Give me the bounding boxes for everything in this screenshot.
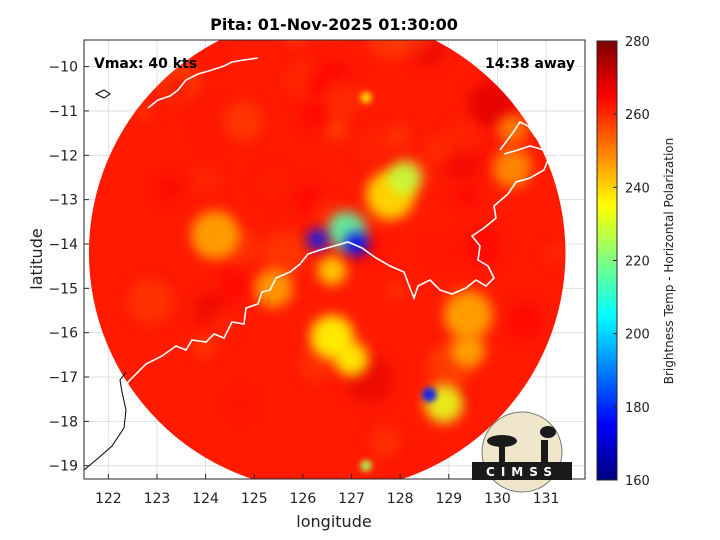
swath-texture	[505, 300, 545, 340]
convection-feature	[388, 160, 423, 195]
convection-feature	[360, 459, 372, 472]
x-tick-label: 122	[95, 491, 122, 507]
cape-coast	[499, 120, 580, 155]
y-tick-label: −11	[48, 104, 78, 120]
convection-feature	[306, 228, 329, 251]
x-tick-label: 128	[387, 491, 414, 507]
swath-texture	[544, 241, 566, 265]
swath-texture	[397, 451, 435, 479]
vmax-annotation: Vmax: 40 kts	[94, 56, 197, 72]
x-tick-label: 130	[484, 491, 511, 507]
convection-feature	[492, 149, 532, 189]
swath-texture	[323, 116, 348, 141]
x-tick-label: 129	[435, 491, 462, 507]
y-tick-label: −13	[48, 193, 78, 209]
chart-title: Pita: 01-Nov-2025 01:30:00	[210, 15, 458, 34]
swath-texture	[444, 118, 481, 155]
colorbar-tick-label: 220	[625, 255, 650, 270]
convection-feature	[310, 315, 354, 359]
swath-texture	[387, 40, 434, 56]
time-away-annotation: 14:38 away	[485, 56, 575, 72]
x-tick-label: 127	[338, 491, 365, 507]
swath-texture	[261, 230, 307, 277]
colorbar-ticks: 280 260 240 220 200 180 160	[613, 35, 650, 489]
x-axis-ticks: 122 123 124 125 126 127 128 129 130 131	[95, 474, 560, 507]
swath-texture	[387, 282, 405, 299]
y-tick-label: −17	[48, 370, 78, 386]
axes-frame	[83, 39, 586, 480]
swath-texture	[428, 239, 450, 261]
y-tick-label: −12	[48, 148, 78, 164]
logo-text: CIMSS	[486, 465, 558, 479]
swath-texture	[454, 185, 479, 210]
swath-texture	[156, 175, 184, 203]
x-axis-label: longitude	[296, 512, 371, 531]
colorbar-tick-label: 240	[625, 181, 650, 196]
island-coast	[147, 57, 259, 109]
plot-area	[84, 40, 585, 479]
swath-texture	[207, 308, 237, 339]
convection-feature	[422, 387, 437, 403]
colorbar-tick-label: 280	[625, 35, 650, 50]
colorbar-gradient	[597, 41, 617, 480]
colorbar-tick-label: 260	[625, 108, 650, 123]
swath-texture	[127, 278, 174, 325]
y-tick-label: −19	[48, 459, 78, 475]
swath-texture	[194, 105, 233, 144]
convection-feature	[191, 210, 240, 260]
y-tick-label: −14	[48, 237, 78, 253]
microwave-swath	[88, 40, 566, 479]
x-tick-label: 124	[192, 491, 219, 507]
swath-texture	[385, 122, 412, 149]
x-tick-label: 125	[241, 491, 268, 507]
convection-feature	[360, 91, 372, 104]
y-tick-label: −18	[48, 414, 78, 430]
swath-texture	[423, 136, 453, 166]
coastline	[84, 57, 580, 471]
convection-feature	[451, 333, 486, 368]
convection-feature	[254, 268, 294, 308]
cimss-logo: CIMSS	[472, 411, 572, 493]
y-axis-label: latitude	[27, 228, 46, 289]
swath-texture	[219, 268, 252, 302]
swath-texture	[321, 79, 362, 119]
x-tick-label: 131	[533, 491, 560, 507]
swath-texture	[192, 333, 217, 358]
convection-feature	[443, 290, 493, 340]
y-axis-ticks: −10 −11 −12 −13 −14 −15 −16 −17 −18 −19	[48, 60, 89, 475]
convection-feature	[317, 255, 347, 286]
convection-feature	[344, 231, 369, 257]
swath-texture	[229, 392, 253, 416]
x-tick-label: 123	[144, 491, 171, 507]
swath-texture	[355, 126, 395, 166]
swath-texture	[461, 226, 503, 268]
swath-texture	[369, 424, 401, 456]
colorbar-tick-label: 180	[625, 401, 650, 416]
y-tick-label: −10	[48, 60, 78, 76]
swath-texture	[222, 100, 264, 142]
colorbar-tick-label: 160	[625, 474, 650, 489]
swath-texture	[199, 45, 221, 67]
colorbar-tick-label: 200	[625, 328, 650, 343]
colorbar-label: Brightness Temp - Horizontal Polarizatio…	[662, 138, 676, 385]
small-island	[94, 89, 111, 99]
colorbar: 280 260 240 220 200 180 160 Brightness Temp - …	[596, 35, 676, 489]
swath-texture	[256, 166, 291, 201]
y-tick-label: −15	[48, 281, 78, 297]
convection-feature	[497, 114, 527, 144]
y-tick-label: −16	[48, 326, 78, 342]
swath-texture	[192, 165, 221, 194]
swath-texture	[299, 100, 329, 131]
swath-texture	[409, 40, 447, 68]
x-tick-label: 126	[290, 491, 317, 507]
coastline-path	[84, 121, 577, 471]
swath-texture	[468, 81, 515, 128]
coastline-outside-swath	[84, 371, 127, 471]
